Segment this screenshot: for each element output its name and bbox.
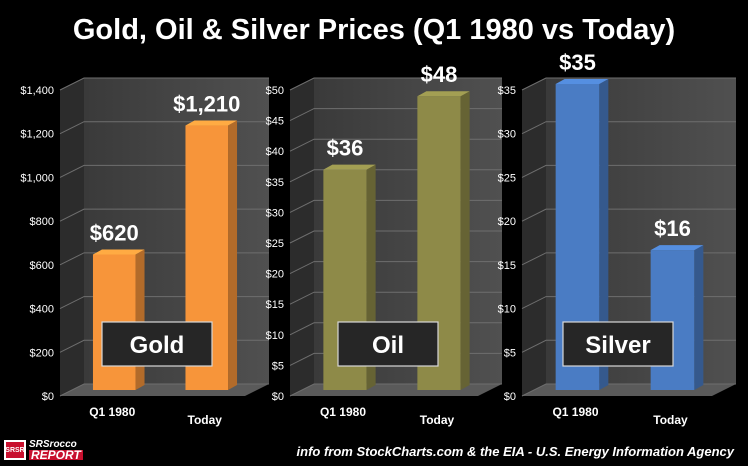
bar-top bbox=[555, 79, 609, 84]
y-tick-label: $30 bbox=[498, 129, 516, 141]
data-label: $48 bbox=[421, 62, 458, 87]
data-label: $620 bbox=[90, 220, 139, 245]
logo-text-top: SRSrocco bbox=[29, 439, 77, 450]
y-tick-label: $200 bbox=[30, 347, 54, 359]
x-tick-label: Q1 1980 bbox=[552, 405, 598, 419]
y-tick-label: $35 bbox=[498, 85, 516, 97]
data-label: $1,210 bbox=[173, 92, 240, 117]
gridline bbox=[521, 164, 736, 178]
y-tick-label: $45 bbox=[266, 116, 284, 128]
chart-floor bbox=[60, 384, 269, 396]
y-tick-label: $1,000 bbox=[20, 172, 54, 184]
data-label: $35 bbox=[559, 50, 596, 75]
y-tick-label: $400 bbox=[30, 304, 54, 316]
x-tick-label: Q1 1980 bbox=[320, 405, 366, 419]
chart-floor bbox=[522, 384, 736, 396]
panel-label-box bbox=[337, 321, 439, 367]
bar-top bbox=[650, 245, 704, 251]
y-tick-label: $50 bbox=[266, 85, 284, 97]
panel-label: Silver bbox=[585, 332, 650, 359]
bar-top bbox=[92, 249, 145, 255]
panel-silver: $0 $5 $10 $15 $20 $25 $30 $35 $35 Q1 1980 $16 Today… bbox=[498, 50, 736, 427]
y-tick-label: $0 bbox=[42, 391, 54, 403]
bar-side bbox=[599, 79, 609, 390]
chart-floor bbox=[290, 384, 502, 396]
y-tick-label: $0 bbox=[504, 391, 516, 403]
gridline bbox=[289, 77, 502, 91]
chart-side-wall bbox=[60, 78, 84, 396]
bar-silver-today bbox=[650, 245, 704, 390]
y-tick-label: $600 bbox=[30, 260, 54, 272]
panel-label-box bbox=[101, 321, 213, 367]
bar-side bbox=[228, 120, 238, 391]
chart-title: Gold, Oil & Silver Prices (Q1 1980 vs To… bbox=[72, 14, 676, 46]
source-note: info from StockCharts.com & the EIA - U.… bbox=[296, 444, 734, 459]
y-tick-label: $5 bbox=[504, 347, 516, 359]
bar-top bbox=[323, 164, 376, 170]
y-tick-label: $15 bbox=[498, 260, 516, 272]
panel-label: Oil bbox=[372, 332, 404, 359]
panel-label: Gold bbox=[130, 332, 185, 359]
bar-side bbox=[460, 91, 470, 391]
chart-side-wall bbox=[522, 78, 546, 396]
logo-badge-icon: SRSR bbox=[4, 440, 26, 460]
gridline bbox=[521, 121, 736, 135]
y-tick-label: $25 bbox=[266, 238, 284, 250]
y-tick-label: $30 bbox=[266, 207, 284, 219]
y-tick-label: $15 bbox=[266, 299, 284, 311]
srsrocco-logo: SRSR SRSrocco REPORT bbox=[4, 438, 116, 462]
y-tick-label: $10 bbox=[498, 304, 516, 316]
y-tick-label: $20 bbox=[498, 216, 516, 228]
y-tick-label: $800 bbox=[30, 216, 54, 228]
y-tick-label: $35 bbox=[266, 177, 284, 189]
x-tick-label: Today bbox=[420, 413, 455, 427]
y-tick-label: $20 bbox=[266, 269, 284, 281]
bar-gold-q1-1980 bbox=[92, 249, 145, 390]
x-tick-label: Q1 1980 bbox=[89, 405, 135, 419]
y-tick-label: $40 bbox=[266, 146, 284, 158]
data-label: $16 bbox=[654, 216, 691, 241]
y-tick-label: $5 bbox=[272, 360, 284, 372]
y-tick-label: $1,200 bbox=[20, 129, 54, 141]
x-tick-label: Today bbox=[653, 413, 688, 427]
bar-side bbox=[135, 249, 145, 390]
panel-label-box bbox=[562, 321, 674, 367]
y-tick-label: $0 bbox=[272, 391, 284, 403]
gridline bbox=[521, 77, 736, 91]
panel-oil: $0 $5 $10 $15 $20 $25 $30 $35 $40 $45 $50 $36 Q1 198… bbox=[266, 62, 502, 427]
gridline bbox=[59, 77, 269, 91]
gridline bbox=[521, 208, 736, 222]
bar-top bbox=[417, 91, 470, 97]
y-tick-label: $1,400 bbox=[20, 85, 54, 97]
x-tick-label: Today bbox=[188, 413, 223, 427]
panel-gold: $0 $200 $400 $600 $800 $1,000 $1,200 $1,400 $620… bbox=[20, 77, 269, 427]
logo-text-bottom: REPORT bbox=[29, 448, 83, 462]
bar-side bbox=[694, 245, 704, 390]
data-label: $36 bbox=[327, 136, 364, 161]
bar-front bbox=[650, 250, 695, 390]
y-tick-label: $25 bbox=[498, 172, 516, 184]
y-tick-label: $10 bbox=[266, 330, 284, 342]
bar-top bbox=[185, 120, 238, 126]
